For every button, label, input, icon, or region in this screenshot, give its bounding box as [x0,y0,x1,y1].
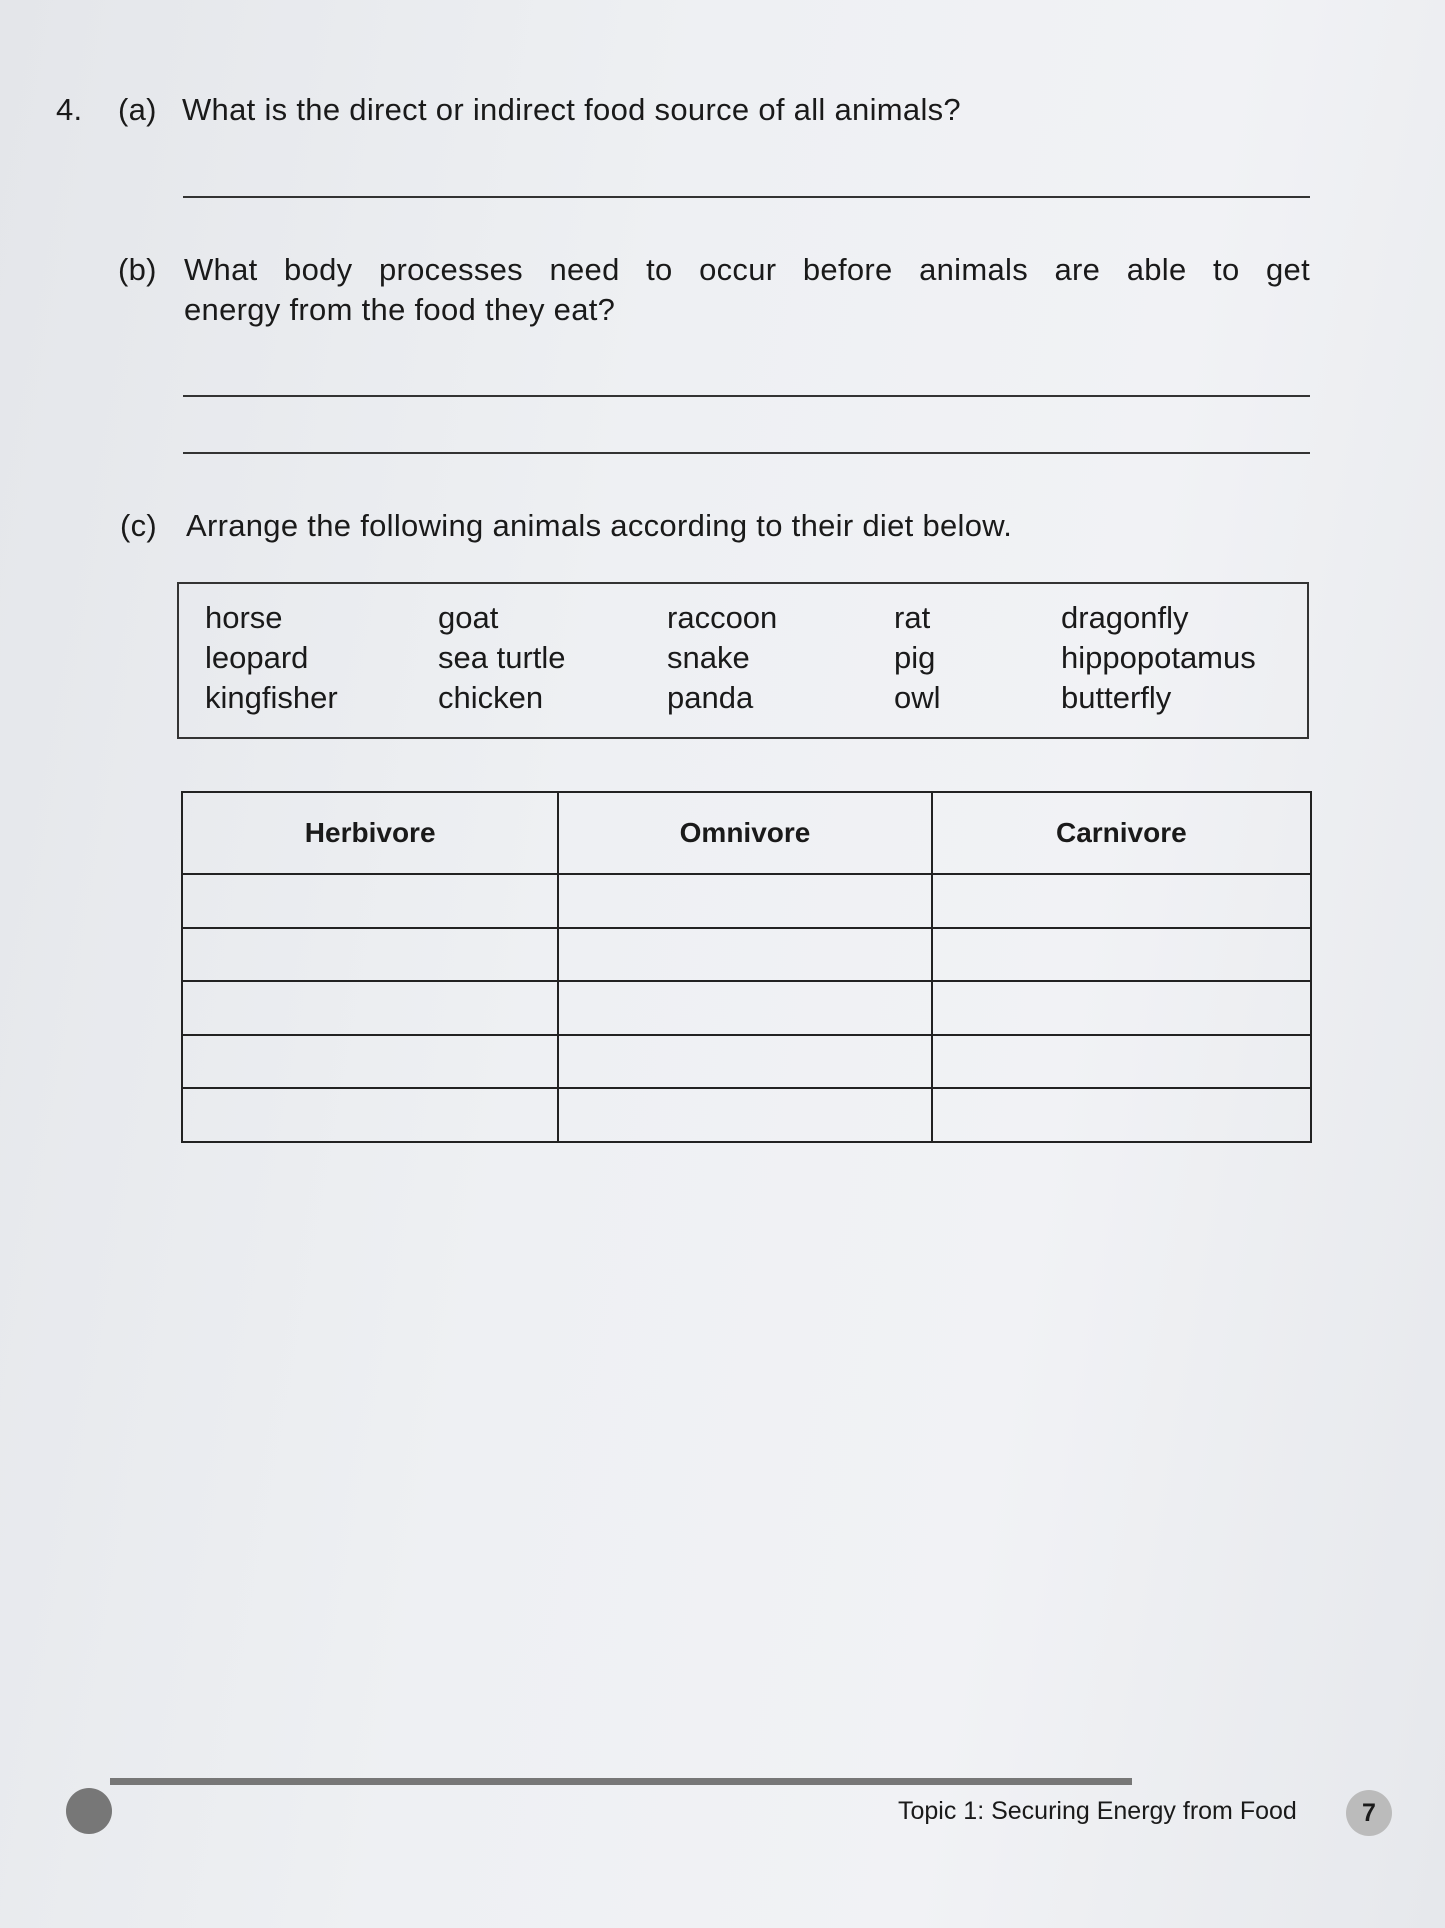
answer-cell[interactable] [930,980,1313,1036]
answer-cell[interactable] [930,1033,1313,1090]
table-row [180,1033,1313,1090]
answer-cell[interactable] [930,926,1313,983]
animal-word-box: horse leopard kingfisher goat sea turtle… [177,582,1309,739]
word-column: raccoon snake panda [667,598,777,718]
table-row [180,980,1313,1036]
mascot-logo-icon [66,1788,112,1834]
word: hippopotamus [1061,640,1256,675]
word: pig [894,640,936,675]
table-row [180,926,1313,983]
part-b-text-line2: energy from the food they eat? [184,292,616,327]
word: panda [667,680,754,715]
header-carnivore: Carnivore [930,791,1313,875]
footer-topic: Topic 1: Securing Energy from Food [898,1797,1297,1825]
word: leopard [205,640,309,675]
word: chicken [438,680,544,715]
answer-cell[interactable] [557,1033,933,1090]
word: dragonfly [1061,600,1189,635]
word: snake [667,640,750,675]
answer-cell[interactable] [557,1087,933,1143]
question-number: 4. [56,92,83,127]
part-a-text: What is the direct or indirect food sour… [182,92,961,127]
answer-line-b1[interactable] [183,395,1310,397]
table-row [180,1087,1313,1143]
answer-cell[interactable] [557,980,933,1036]
word: goat [438,600,499,635]
part-a-label: (a) [118,92,157,127]
word-column: horse leopard kingfisher [205,598,338,718]
answer-cell[interactable] [180,1087,560,1143]
word: kingfisher [205,680,338,715]
word-column: rat pig owl [894,598,941,718]
word-column: dragonfly hippopotamus butterfly [1061,598,1256,718]
answer-cell[interactable] [180,980,560,1036]
part-b-label: (b) [118,252,157,287]
answer-cell[interactable] [557,873,933,929]
word: raccoon [667,600,778,635]
word: horse [205,600,283,635]
part-b-text-line1: What body processes need to occur before… [184,252,1310,287]
header-herbivore: Herbivore [180,791,560,875]
word: sea turtle [438,640,566,675]
answer-cell[interactable] [180,926,560,983]
answer-cell[interactable] [930,1087,1313,1143]
answer-cell[interactable] [557,926,933,983]
answer-cell[interactable] [180,873,560,929]
diet-table: Herbivore Omnivore Carnivore [180,791,1313,1143]
part-c-text: Arrange the following animals according … [186,508,1013,543]
word: butterfly [1061,680,1172,715]
footer-divider [110,1778,1132,1785]
answer-line-b2[interactable] [183,452,1310,454]
word: rat [894,600,931,635]
header-omnivore: Omnivore [557,791,933,875]
table-header-row: Herbivore Omnivore Carnivore [180,791,1313,875]
page-number: 7 [1346,1790,1392,1836]
answer-cell[interactable] [180,1033,560,1090]
answer-cell[interactable] [930,873,1313,929]
table-row [180,873,1313,929]
word-column: goat sea turtle chicken [438,598,566,718]
word: owl [894,680,941,715]
answer-line-a[interactable] [183,196,1310,198]
part-c-label: (c) [120,508,158,543]
